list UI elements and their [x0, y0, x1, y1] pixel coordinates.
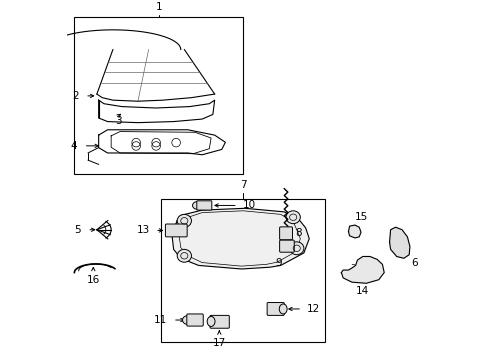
Text: 14: 14: [356, 286, 369, 296]
Text: 17: 17: [213, 338, 226, 348]
Ellipse shape: [207, 316, 215, 327]
Ellipse shape: [177, 214, 192, 227]
FancyBboxPatch shape: [280, 227, 293, 240]
FancyBboxPatch shape: [187, 314, 203, 326]
Text: 13: 13: [137, 225, 150, 235]
Ellipse shape: [286, 211, 300, 224]
Polygon shape: [390, 227, 410, 258]
Polygon shape: [342, 256, 384, 283]
Text: 15: 15: [354, 212, 368, 221]
Text: 1: 1: [156, 2, 163, 12]
Polygon shape: [348, 225, 361, 238]
Text: 8: 8: [295, 228, 302, 238]
FancyBboxPatch shape: [197, 201, 212, 210]
Text: 10: 10: [243, 201, 256, 211]
Ellipse shape: [193, 202, 202, 210]
Bar: [161, 199, 325, 342]
Ellipse shape: [290, 242, 304, 255]
Polygon shape: [172, 208, 309, 269]
Text: 4: 4: [71, 141, 77, 151]
Ellipse shape: [177, 249, 192, 262]
Text: 16: 16: [87, 275, 100, 285]
FancyBboxPatch shape: [210, 315, 229, 328]
FancyBboxPatch shape: [166, 224, 187, 237]
Ellipse shape: [183, 316, 193, 324]
Text: 9: 9: [275, 258, 282, 268]
Text: 12: 12: [306, 304, 319, 314]
Text: 2: 2: [73, 91, 79, 101]
Ellipse shape: [279, 304, 287, 314]
Text: 6: 6: [411, 258, 417, 268]
Text: 3: 3: [115, 116, 122, 126]
FancyBboxPatch shape: [267, 302, 284, 315]
Text: 7: 7: [240, 180, 246, 190]
Text: 11: 11: [154, 315, 168, 325]
Bar: [74, 17, 243, 174]
FancyBboxPatch shape: [280, 240, 294, 252]
Text: 5: 5: [74, 225, 81, 235]
